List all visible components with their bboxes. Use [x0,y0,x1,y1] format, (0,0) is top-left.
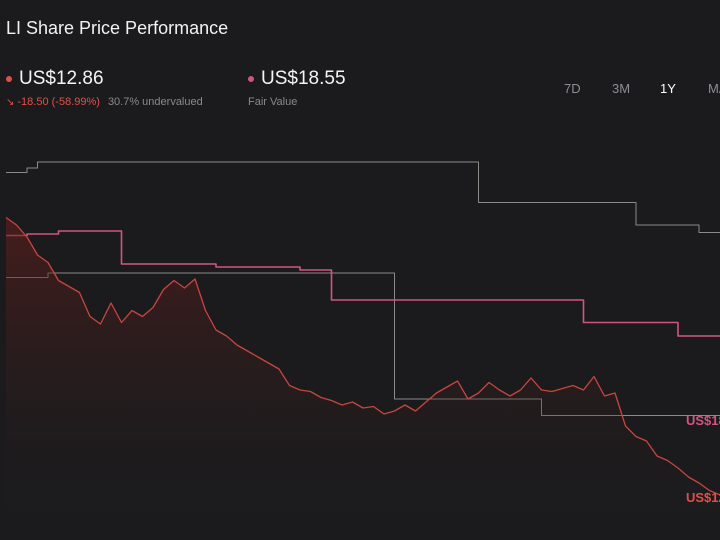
arrow-down-right-icon: ↘ [6,96,15,108]
valuation-text: 30.7% undervalued [107,96,203,108]
tab-1y[interactable]: 1Y [660,81,676,96]
current-price-stat: US$12.86 ↘ -18.50 (-58.99%) 30.7% underv… [6,68,203,108]
fair-value-stat: US$18.55 Fair Value [248,68,346,108]
fair-value-dot [248,76,254,82]
price-dot [6,76,12,82]
tab-7d[interactable]: 7D [564,81,581,96]
price-end-label: US$12.86 [686,490,720,505]
timeframe-tabs: 7D 3M 1Y MAX [564,81,720,96]
share-price-area [6,217,720,540]
tab-3m[interactable]: 3M [612,81,631,96]
price-change-value: -18.50 (-58.99%) [17,96,100,108]
current-price: US$12.86 [19,68,104,89]
analyst-high-target-line [6,161,720,233]
fair-value-end-label: US$18.55 [686,413,720,428]
tab-max[interactable]: MAX [708,81,720,96]
share-price-line [5,216,720,496]
fair-value-label: Fair Value [248,96,298,108]
fair-value-line [6,230,720,337]
fair-value: US$18.55 [261,68,346,89]
page-title: LI Share Price Performance [6,18,229,38]
price-change: ↘ -18.50 (-58.99%) [6,96,100,108]
